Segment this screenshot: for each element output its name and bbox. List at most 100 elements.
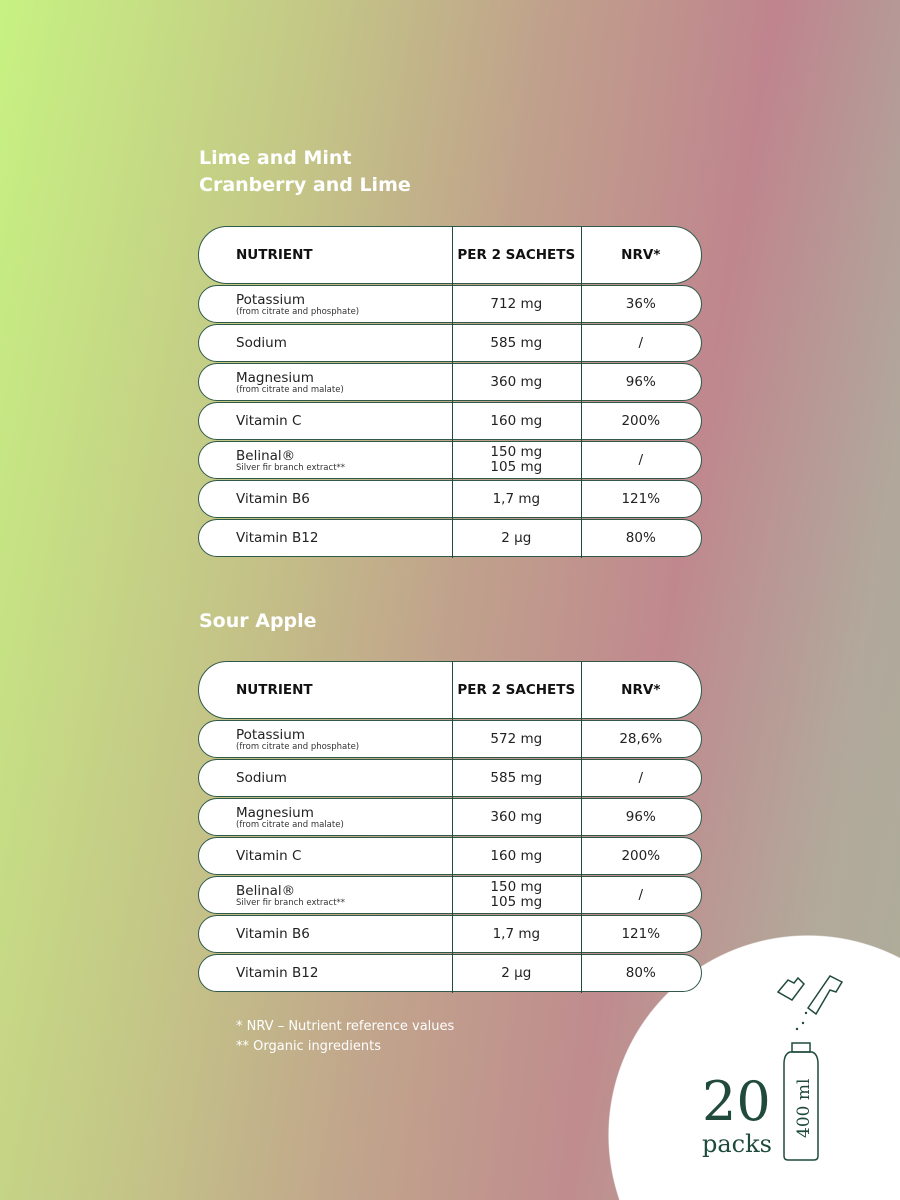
nutrient-cell: Potassium (from citrate and phosphate) bbox=[199, 292, 452, 317]
flavor-title: Cranberry and Lime bbox=[199, 174, 411, 196]
amount-value: 150 mg bbox=[490, 879, 543, 895]
table-row: Sodium 585 mg / bbox=[198, 759, 702, 797]
header-nrv: NRV* bbox=[621, 247, 661, 263]
section-title-1: Lime and Mint Cranberry and Lime bbox=[199, 145, 411, 199]
table-header: NUTRIENT PER 2 SACHETS NRV* bbox=[198, 661, 702, 719]
amount-value: 150 mg bbox=[490, 444, 543, 460]
nutrient-cell: Vitamin C bbox=[199, 413, 452, 429]
header-nutrient: NUTRIENT bbox=[236, 682, 313, 698]
amount-value: 572 mg bbox=[490, 730, 543, 747]
nrv-cell: 36% bbox=[625, 296, 656, 312]
amount-cell: 2 µg bbox=[452, 964, 580, 981]
header-amount: PER 2 SACHETS bbox=[457, 246, 576, 263]
nrv-cell: 96% bbox=[625, 374, 656, 390]
column-divider bbox=[581, 661, 582, 993]
amount-cell: 585 mg bbox=[452, 334, 580, 351]
amount-cell: 1,7 mg bbox=[452, 490, 580, 507]
nutrient-cell: Vitamin C bbox=[199, 848, 452, 864]
nutrient-note: (from citrate and phosphate) bbox=[236, 306, 360, 317]
flavor-title: Lime and Mint bbox=[199, 147, 352, 169]
amount-value: 712 mg bbox=[490, 295, 543, 312]
column-divider bbox=[452, 661, 453, 993]
amount-value: 2 µg bbox=[501, 529, 532, 546]
table-row: Potassium (from citrate and phosphate) 71… bbox=[198, 285, 702, 323]
bottle-sachet-icon: 400 ml bbox=[776, 975, 844, 1161]
nutrient-name: Vitamin B6 bbox=[236, 491, 310, 507]
section-title-2: Sour Apple bbox=[199, 608, 317, 635]
amount-value: 105 mg bbox=[490, 459, 543, 475]
nutrient-cell: Vitamin B12 bbox=[199, 530, 452, 546]
nrv-cell: / bbox=[638, 887, 644, 903]
nrv-cell: 28,6% bbox=[619, 731, 663, 747]
nrv-cell: 80% bbox=[625, 965, 656, 981]
amount-value: 160 mg bbox=[490, 847, 543, 864]
amount-value: 105 mg bbox=[490, 894, 543, 910]
nutrient-note: (from citrate and malate) bbox=[236, 384, 344, 395]
nutrient-note: Silver fir branch extract** bbox=[236, 897, 346, 908]
amount-cell: 1,7 mg bbox=[452, 925, 580, 942]
nrv-cell: / bbox=[638, 335, 644, 351]
amount-cell: 160 mg bbox=[452, 413, 580, 429]
nutrition-table-2: NUTRIENT PER 2 SACHETS NRV* Potassium (fr… bbox=[198, 661, 702, 993]
pack-unit: packs bbox=[702, 1130, 772, 1158]
table-row: Vitamin C 160 mg 200% bbox=[198, 837, 702, 875]
amount-value: 585 mg bbox=[490, 334, 543, 351]
nutrient-cell: Vitamin B12 bbox=[199, 965, 452, 981]
nutrient-name: Vitamin B12 bbox=[236, 530, 319, 546]
nutrition-table-1: NUTRIENT PER 2 SACHETS NRV* Potassium (fr… bbox=[198, 226, 702, 558]
amount-cell: 572 mg bbox=[452, 730, 580, 747]
nutrient-cell: Sodium bbox=[199, 335, 452, 351]
nutrient-cell: Potassium (from citrate and phosphate) bbox=[199, 727, 452, 752]
nutrient-name: Vitamin C bbox=[236, 413, 302, 429]
amount-value: 1,7 mg bbox=[492, 490, 541, 507]
amount-cell: 150 mg 105 mg bbox=[452, 445, 580, 475]
amount-cell: 360 mg bbox=[452, 809, 580, 825]
nutrient-name: Vitamin B6 bbox=[236, 926, 310, 942]
nutrient-name: Magnesium bbox=[236, 804, 314, 821]
nrv-cell: / bbox=[638, 770, 644, 786]
table-row: Potassium (from citrate and phosphate) 57… bbox=[198, 720, 702, 758]
footnote: * NRV – Nutrient reference values bbox=[236, 1019, 455, 1034]
table-row: Belinal® Silver fir branch extract** 150 … bbox=[198, 441, 702, 479]
footnote: ** Organic ingredients bbox=[236, 1039, 381, 1054]
nutrient-cell: Vitamin B6 bbox=[199, 926, 452, 942]
amount-cell: 2 µg bbox=[452, 529, 580, 546]
nrv-cell: / bbox=[638, 452, 644, 468]
nutrient-cell: Sodium bbox=[199, 770, 452, 786]
nutrient-cell: Belinal® Silver fir branch extract** bbox=[199, 883, 452, 908]
amount-value: 2 µg bbox=[501, 964, 532, 981]
nutrient-name: Sodium bbox=[236, 770, 287, 786]
table-row: Sodium 585 mg / bbox=[198, 324, 702, 362]
amount-value: 1,7 mg bbox=[492, 925, 541, 942]
table-row: Vitamin C 160 mg 200% bbox=[198, 402, 702, 440]
table-row: Magnesium (from citrate and malate) 360 m… bbox=[198, 363, 702, 401]
bottle-volume: 400 ml bbox=[794, 1079, 814, 1138]
footnotes: * NRV – Nutrient reference values ** Org… bbox=[236, 1017, 454, 1057]
table-row: Vitamin B12 2 µg 80% bbox=[198, 519, 702, 557]
nutrient-note: (from citrate and phosphate) bbox=[236, 741, 360, 752]
nrv-cell: 96% bbox=[625, 809, 656, 825]
amount-cell: 150 mg 105 mg bbox=[452, 880, 580, 910]
column-divider bbox=[452, 226, 453, 558]
nrv-cell: 121% bbox=[621, 491, 661, 507]
pack-count: 20 bbox=[702, 1070, 771, 1133]
column-divider bbox=[581, 226, 582, 558]
flavor-title: Sour Apple bbox=[199, 610, 317, 632]
amount-value: 360 mg bbox=[490, 373, 543, 390]
nutrient-cell: Magnesium (from citrate and malate) bbox=[199, 805, 452, 830]
nutrient-cell: Vitamin B6 bbox=[199, 491, 452, 507]
nutrient-name: Belinal® bbox=[236, 882, 296, 899]
nutrient-name: Potassium bbox=[236, 291, 306, 308]
amount-value: 585 mg bbox=[490, 769, 543, 786]
nrv-cell: 121% bbox=[621, 926, 661, 942]
nutrient-name: Vitamin B12 bbox=[236, 965, 319, 981]
nutrient-name: Sodium bbox=[236, 335, 287, 351]
nutrient-name: Belinal® bbox=[236, 447, 296, 464]
table-row: Belinal® Silver fir branch extract** 150 … bbox=[198, 876, 702, 914]
header-nutrient: NUTRIENT bbox=[236, 247, 313, 263]
table-row: Vitamin B6 1,7 mg 121% bbox=[198, 915, 702, 953]
amount-cell: 585 mg bbox=[452, 769, 580, 786]
nutrient-name: Potassium bbox=[236, 726, 306, 743]
header-nrv: NRV* bbox=[621, 682, 661, 698]
header-amount: PER 2 SACHETS bbox=[457, 681, 576, 698]
